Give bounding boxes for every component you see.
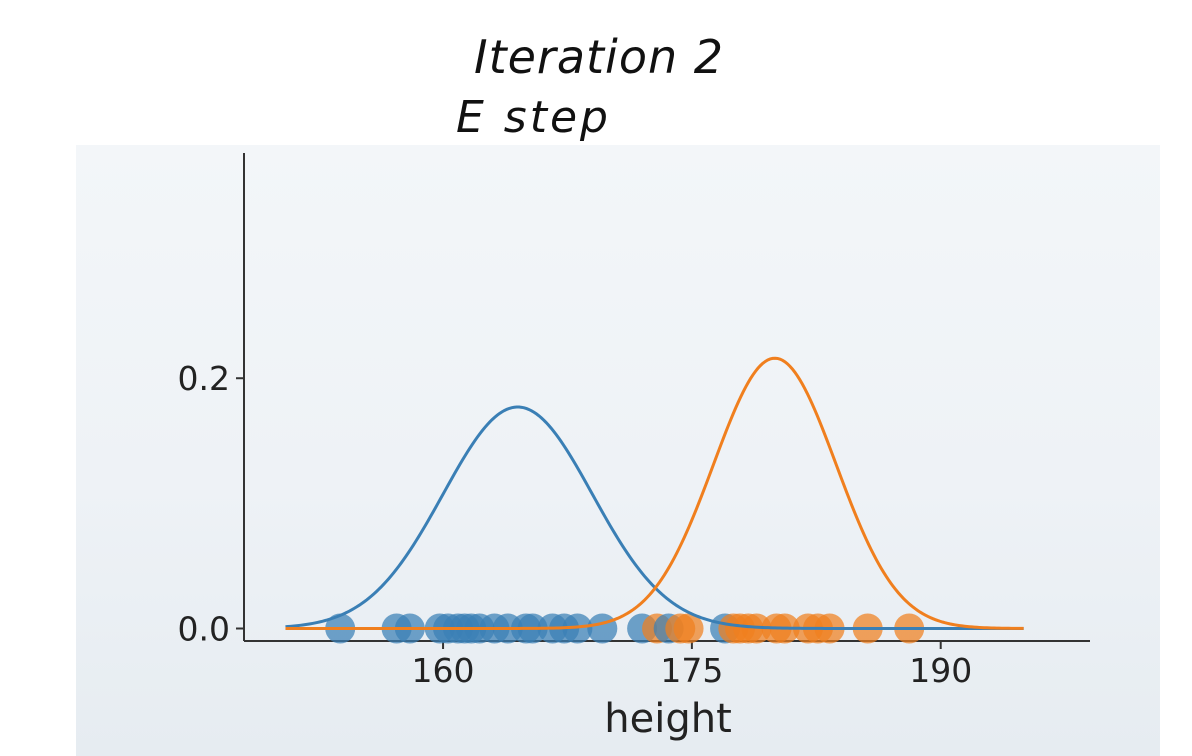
y-ticks: 0.0 0.2 (178, 359, 244, 648)
iteration-label: Iteration 2 (474, 30, 725, 84)
gaussian-mixture-chart: 0.0 0.2 160 175 190 height (178, 153, 1090, 742)
data-point (673, 613, 704, 644)
step-label: E step (456, 92, 611, 143)
blue-density-curve (285, 405, 1024, 630)
density-curves (285, 356, 1024, 630)
x-tick-label: 160 (412, 651, 475, 690)
y-tick-label: 0.2 (178, 359, 230, 398)
handwritten-annotation: Iteration 2 E step (0, 0, 1192, 150)
x-tick-label: 190 (909, 651, 972, 690)
x-ticks: 160 175 190 (412, 641, 972, 690)
y-tick-label: 0.0 (178, 609, 230, 648)
x-tick-label: 175 (660, 651, 723, 690)
data-point (562, 613, 593, 644)
data-point (587, 613, 618, 644)
orange-density-curve (285, 356, 1024, 630)
x-axis-title: height (604, 696, 732, 742)
plot-panel: 0.0 0.2 160 175 190 height (76, 145, 1160, 756)
